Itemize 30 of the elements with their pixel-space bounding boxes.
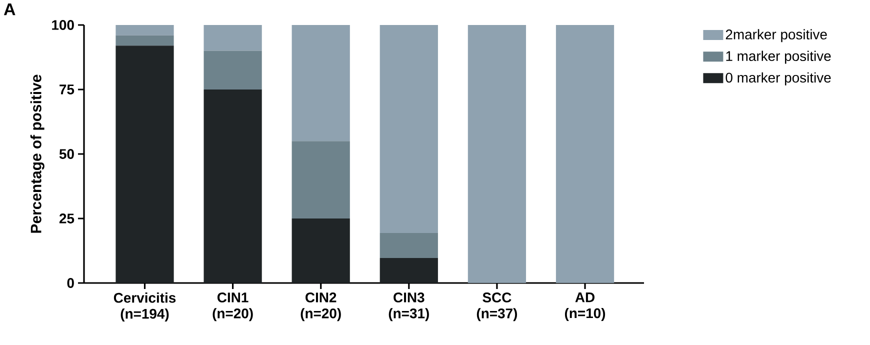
bar bbox=[116, 35, 174, 46]
x-tick-label: SCC (n=37) bbox=[476, 292, 517, 322]
bar bbox=[116, 25, 174, 36]
bar bbox=[204, 25, 262, 51]
bar bbox=[380, 25, 438, 233]
bar bbox=[380, 232, 438, 258]
bar bbox=[380, 258, 438, 283]
bar bbox=[116, 46, 174, 283]
x-tick-label: AD (n=10) bbox=[564, 292, 606, 321]
bar bbox=[468, 25, 526, 283]
legend-label: 2marker positive bbox=[726, 29, 827, 42]
x-tick-label: Cervicitis (n=194) bbox=[114, 292, 176, 322]
x-tick-label: CIN2 (n=20) bbox=[300, 292, 341, 322]
bar bbox=[292, 25, 350, 142]
x-tick-label: CIN3 (n=31) bbox=[388, 292, 429, 322]
bar bbox=[204, 90, 262, 283]
y-axis-title: Percentage of positive bbox=[30, 74, 44, 233]
bar bbox=[292, 141, 350, 218]
bar bbox=[556, 25, 614, 283]
bar bbox=[204, 50, 262, 90]
y-tick-label: 25 bbox=[59, 214, 74, 224]
y-tick-label: 50 bbox=[59, 149, 74, 159]
y-tick-label: 100 bbox=[52, 20, 74, 30]
legend-label: 1 marker positive bbox=[726, 50, 831, 64]
x-tick-label: CIN1 (n=20) bbox=[212, 292, 253, 322]
y-tick-label: 0 bbox=[67, 278, 74, 288]
bar bbox=[292, 218, 350, 283]
legend-label: 0 marker positive bbox=[726, 72, 831, 86]
y-tick-label: 75 bbox=[60, 84, 74, 94]
chart-title: A bbox=[4, 4, 16, 16]
